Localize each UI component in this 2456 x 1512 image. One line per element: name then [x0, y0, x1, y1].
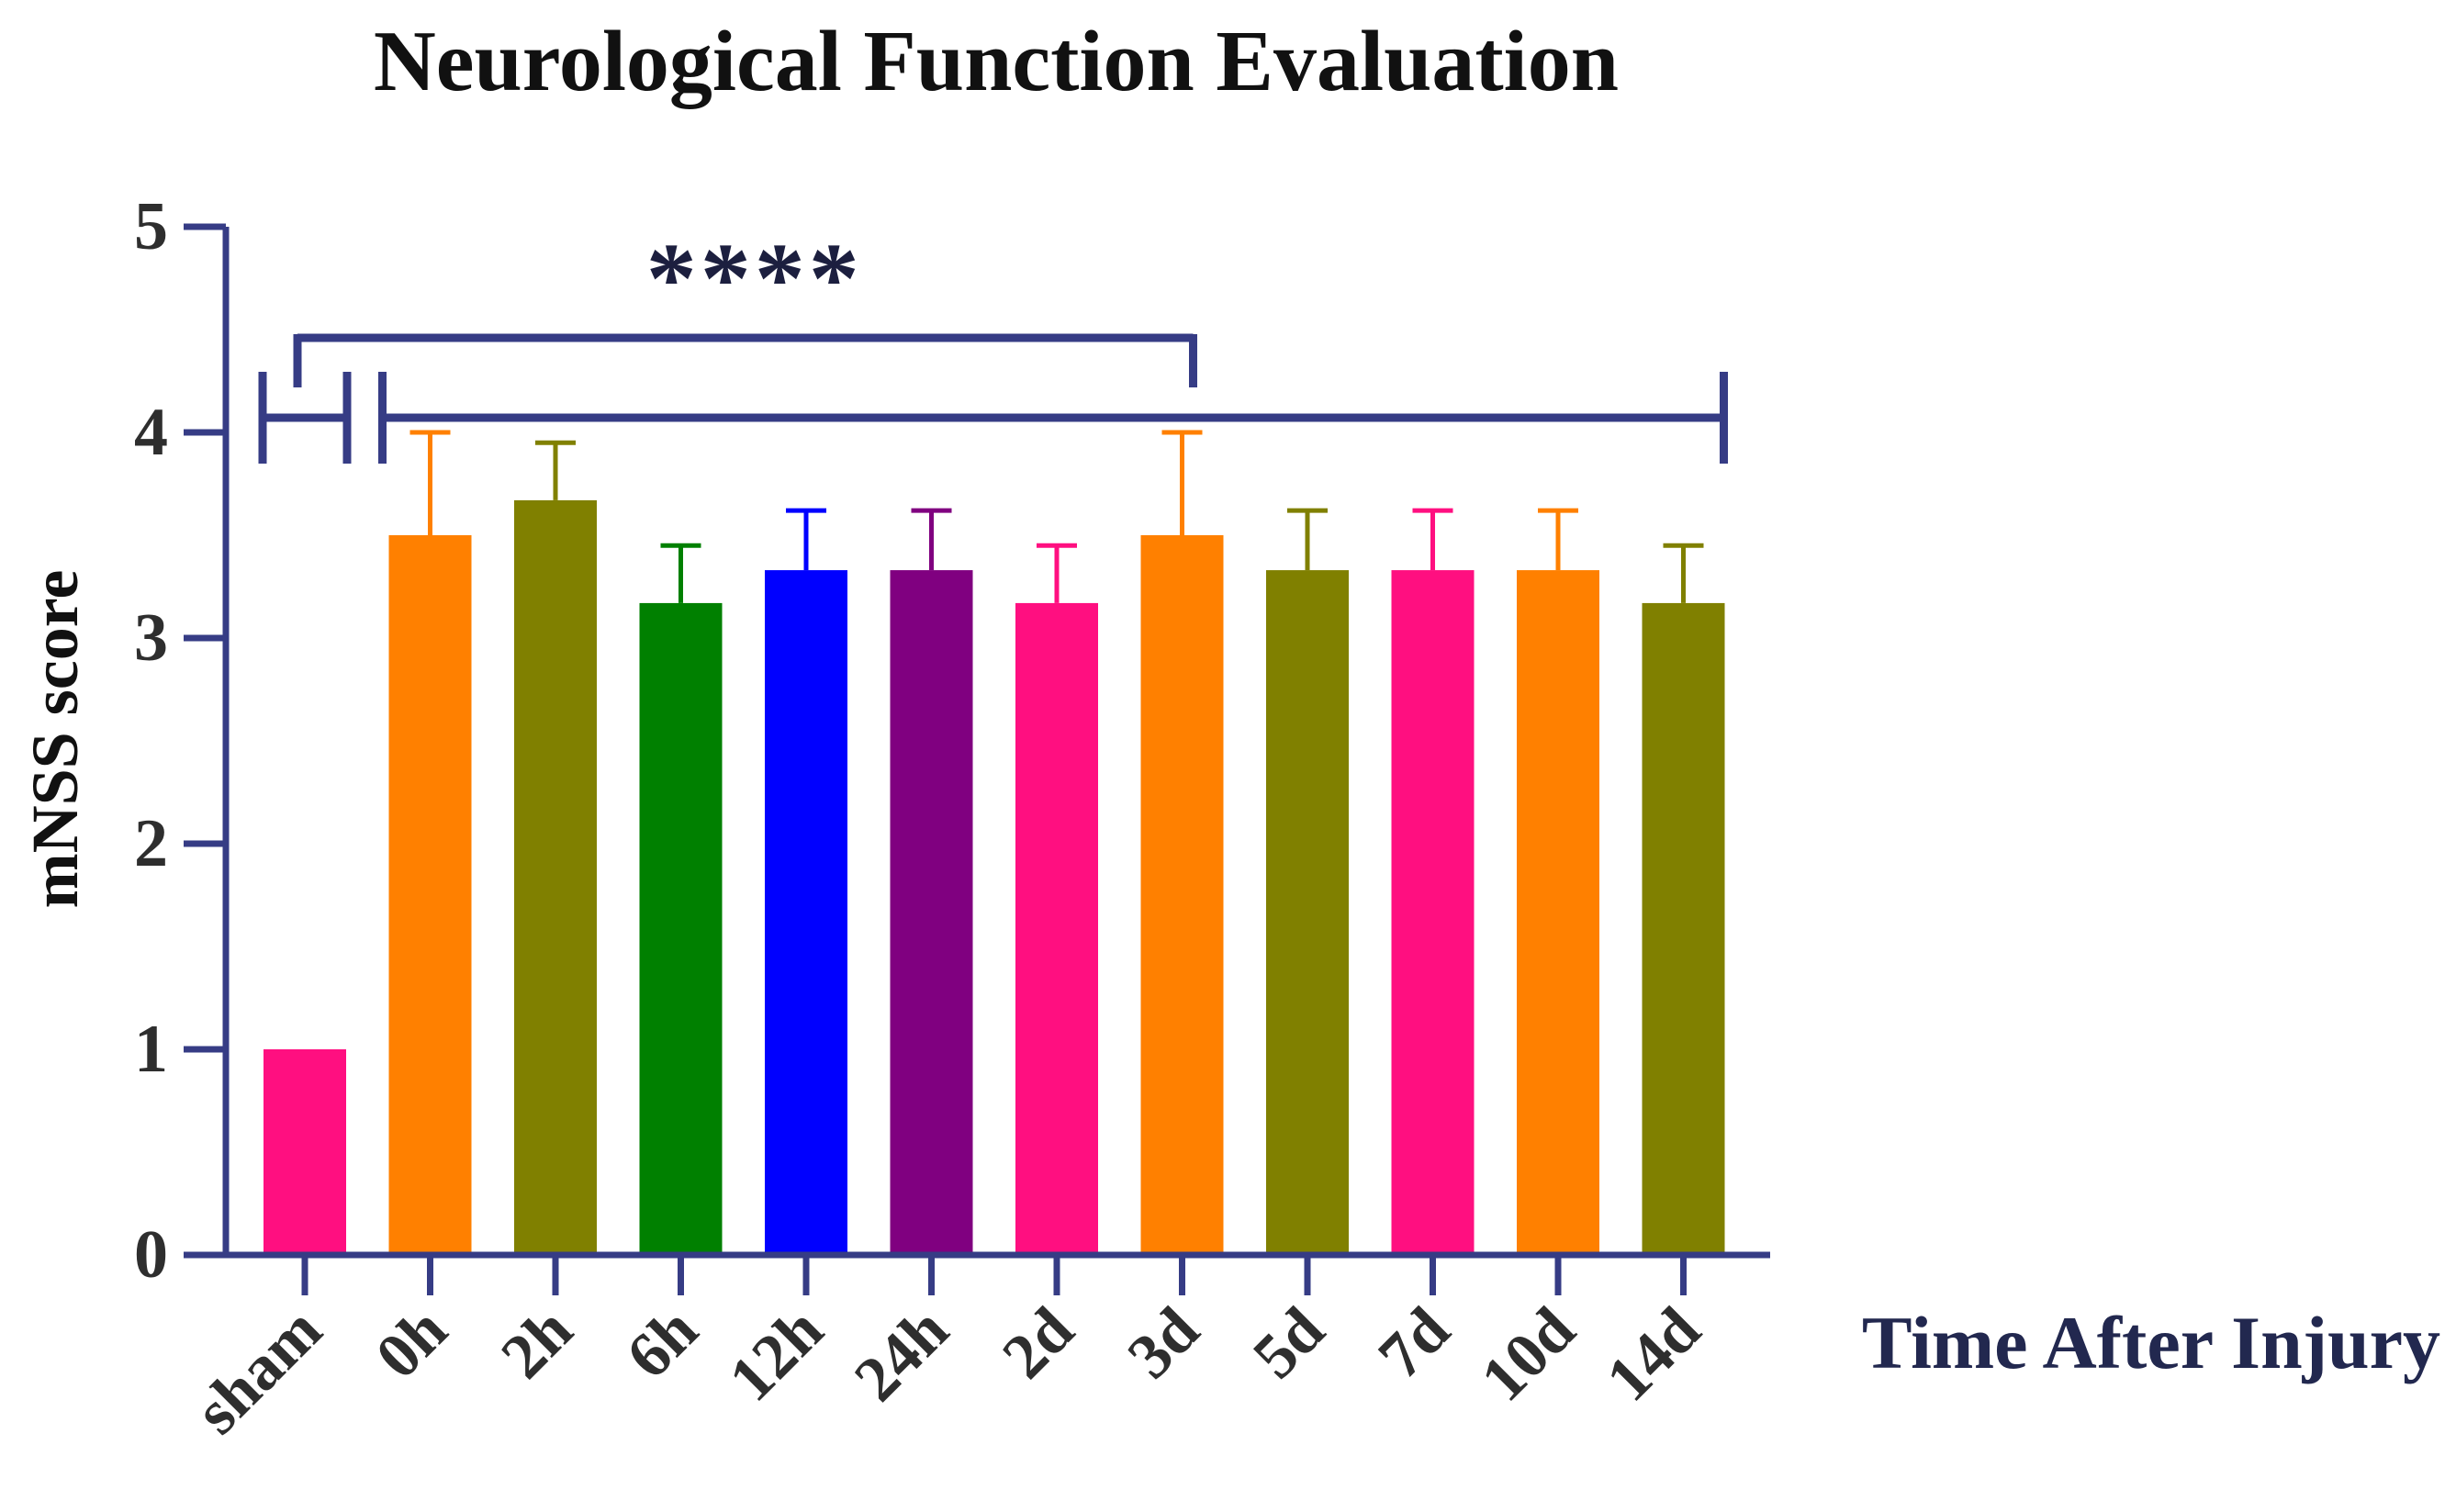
y-ticks-group: 0 1 2 3 4 5: [134, 189, 226, 1293]
x-tick-label-10d: 10d: [1468, 1294, 1589, 1416]
y-tick-label-4: 4: [134, 395, 168, 470]
bar-2d: [1015, 602, 1098, 1255]
bar-10d: [1517, 570, 1599, 1255]
x-tick-label-3d: 3d: [1115, 1294, 1213, 1393]
x-ticks-group: sham 0h 2h 6h 12h 24h 2d 3d 5d 7d 10d 14d: [182, 1255, 1714, 1448]
axes-group: [222, 227, 1770, 1259]
y-tick-label-2: 2: [134, 806, 168, 881]
x-tick-label-5d: 5d: [1240, 1294, 1339, 1393]
x-tick-label-0h: 0h: [363, 1294, 461, 1393]
y-tick-label-3: 3: [134, 600, 168, 676]
y-tick-label-5: 5: [134, 189, 168, 264]
significance-stars: ****: [646, 222, 863, 334]
x-tick-label-7d: 7d: [1365, 1294, 1464, 1393]
x-tick-label-24h: 24h: [841, 1294, 961, 1415]
y-tick-label-0: 0: [134, 1217, 168, 1293]
bar-7d: [1391, 570, 1475, 1255]
x-tick-label-sham: sham: [182, 1294, 335, 1448]
bar-3d: [1140, 535, 1224, 1255]
y-axis-label: mNSS score: [18, 570, 92, 909]
bar-6h: [639, 602, 723, 1255]
bars-group: [264, 499, 1725, 1255]
x-tick-label-2h: 2h: [488, 1294, 587, 1393]
error-bars-group: [409, 430, 1704, 603]
bar-0h: [388, 535, 472, 1255]
significance-group: ****: [258, 222, 1728, 464]
bar-12h: [765, 570, 847, 1255]
bar-2h: [514, 499, 597, 1255]
bar-sham: [264, 1049, 346, 1255]
x-tick-label-6h: 6h: [613, 1294, 712, 1393]
chart-title: Neurological Function Evaluation: [374, 14, 1619, 109]
x-tick-label-12h: 12h: [716, 1294, 836, 1415]
x-tick-label-2d: 2d: [990, 1294, 1088, 1393]
bar-5d: [1266, 570, 1349, 1255]
bar-14d: [1642, 602, 1725, 1255]
bar-24h: [890, 570, 973, 1255]
y-tick-label-1: 1: [134, 1012, 168, 1087]
x-axis-label: Time After Injury: [1862, 1301, 2440, 1384]
x-tick-label-14d: 14d: [1593, 1294, 1714, 1416]
